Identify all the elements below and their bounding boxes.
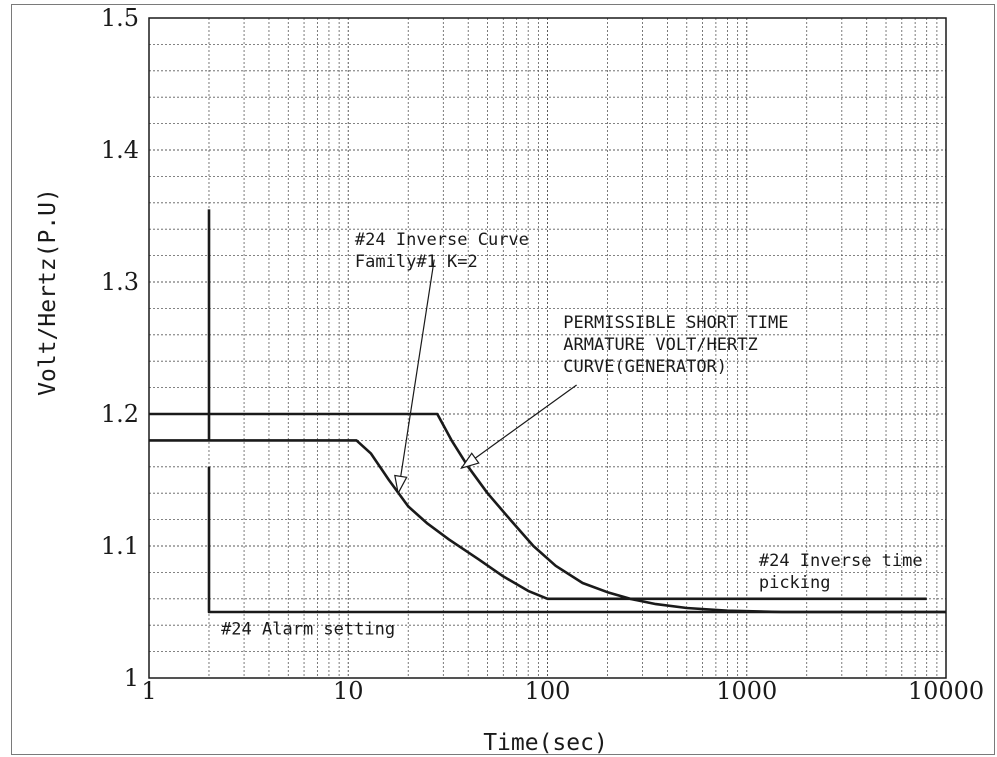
- annotation-text-2: CURVE(GENERATOR): [563, 357, 727, 377]
- annotation-arrowhead: [460, 452, 480, 470]
- annotation-text-2: PERMISSIBLE SHORT TIME: [563, 313, 788, 333]
- x-tick-label: 10000: [908, 677, 984, 705]
- annotation-text-1: #24 Inverse Curve: [355, 230, 529, 250]
- series-group: [149, 209, 946, 614]
- annotation-text-1: Family#1 K=2: [355, 252, 478, 272]
- annotation-text-3: #24 Inverse time: [759, 551, 923, 571]
- x-tick-label: 1: [141, 677, 156, 705]
- series-line-4: [207, 466, 946, 614]
- series-line-2: [149, 439, 927, 601]
- y-tick-label: 1.4: [101, 136, 139, 164]
- annotation-arrow-line: [397, 259, 435, 494]
- annotation-arrowhead: [394, 474, 408, 495]
- tick-labels: 1 10 100 1000 10000 1 1.1 1.2 1.3 1.4 1.5: [101, 4, 984, 705]
- y-axis-title: Volt/Hertz(P.U): [35, 188, 61, 396]
- x-tick-label: 1000: [716, 677, 777, 705]
- annotation-text-4: #24 Alarm setting: [221, 619, 395, 639]
- y-tick-label: 1.3: [101, 268, 139, 296]
- annotation-arrow-line: [461, 384, 577, 469]
- y-tick-label: 1.5: [101, 4, 139, 32]
- plot-border: [148, 17, 947, 679]
- y-tick-label: 1.2: [101, 400, 139, 428]
- chart-frame: [11, 4, 995, 755]
- annotation-text-2: ARMATURE VOLT/HERTZ: [563, 335, 757, 355]
- y-tick-label: 1: [124, 664, 139, 692]
- annotation-text-3: picking: [759, 573, 831, 593]
- x-tick-label: 100: [525, 677, 571, 705]
- y-tick-label: 1.1: [101, 532, 139, 560]
- series-line-1: [149, 412, 946, 614]
- x-tick-label: 10: [333, 677, 364, 705]
- grid: [149, 18, 946, 678]
- x-axis-title: Time(sec): [483, 730, 608, 756]
